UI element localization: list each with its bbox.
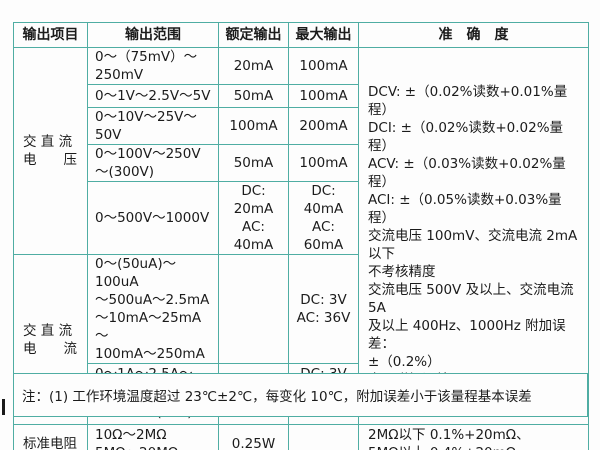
- table-header-row: 输出项目 输出范围 额定输出 最大输出 准 确 度: [13, 22, 589, 48]
- range-cell: 10Ω～2MΩ 5MΩ～20MΩ: [87, 424, 219, 450]
- table-row: 0～500V～1000V DC: 20mA AC: 40mA DC: 40mA …: [14, 181, 589, 255]
- header-output-item: 输出项目: [13, 22, 88, 48]
- rated-cell: 0.25W: [218, 424, 289, 450]
- table-row: 标准电阻 10Ω～2MΩ 5MΩ～20MΩ 0.25W 2MΩ以下 0.1%+2…: [13, 424, 589, 450]
- table-row: 0～10V～25V～50V 100mA 200mA: [14, 107, 589, 145]
- rated-cell: [218, 254, 289, 364]
- header-rated-output: 额定输出: [218, 22, 289, 48]
- range-cell: 0～（75mV）～250mV: [87, 47, 219, 85]
- max-cell: 100mA: [288, 47, 359, 85]
- header-max-output: 最大输出: [288, 22, 359, 48]
- header-accuracy: 准 确 度: [358, 22, 589, 48]
- footnote-text: 注：(1) 工作环境温度超过 23℃±2℃，每变化 10℃，附加误差小于该量程基…: [22, 389, 532, 405]
- rated-cell: 100mA: [218, 107, 289, 145]
- rated-cell: 50mA: [218, 84, 289, 108]
- header-output-range: 输出范围: [87, 22, 219, 48]
- range-cell: 0～1V～2.5V～5V: [87, 84, 219, 108]
- group-cell-standard-resistance: 标准电阻: [13, 424, 88, 450]
- range-cell: 0～(50uA)～100uA ～500uA～2.5mA ～10mA～25mA～ …: [87, 254, 219, 364]
- max-cell: DC: 40mA AC: 60mA: [288, 181, 359, 255]
- max-cell: 200mA: [288, 107, 359, 145]
- range-cell: 0～10V～25V～50V: [87, 107, 219, 145]
- scan-edge-artifact: [2, 399, 5, 415]
- max-cell: 100mA: [288, 144, 359, 182]
- group-cell-acdc-voltage: 交 直 流 电 压: [13, 47, 88, 255]
- range-cell: 0～500V～1000V: [87, 181, 219, 255]
- accuracy-cell-resistance: 2MΩ以下 0.1%+20mΩ、 5MΩ以上 0.4%+20mΩ: [358, 424, 589, 450]
- accuracy-cell-main: DCV: ±（0.02%读数+0.01%量程） DCI: ±（0.02%读数+0…: [358, 47, 589, 425]
- rated-cell: 20mA: [218, 47, 289, 85]
- range-cell: 0～100V～250V ～(300V): [87, 144, 219, 182]
- max-cell: DC: 3V AC: 36V: [288, 254, 359, 364]
- table-row: 交 直 流 电 压 0～（75mV）～250mV 20mA 100mA DCV:…: [13, 47, 589, 425]
- rated-cell: DC: 20mA AC: 40mA: [218, 181, 289, 255]
- footnote-box: 注：(1) 工作环境温度超过 23℃±2℃，每变化 10℃，附加误差小于该量程基…: [13, 373, 588, 417]
- max-cell: [288, 424, 359, 450]
- table-row: 0～100V～250V ～(300V) 50mA 100mA: [14, 144, 589, 182]
- rated-cell: 50mA: [218, 144, 289, 182]
- max-cell: 100mA: [288, 84, 359, 108]
- table-row: 0～1V～2.5V～5V 50mA 100mA: [14, 84, 589, 108]
